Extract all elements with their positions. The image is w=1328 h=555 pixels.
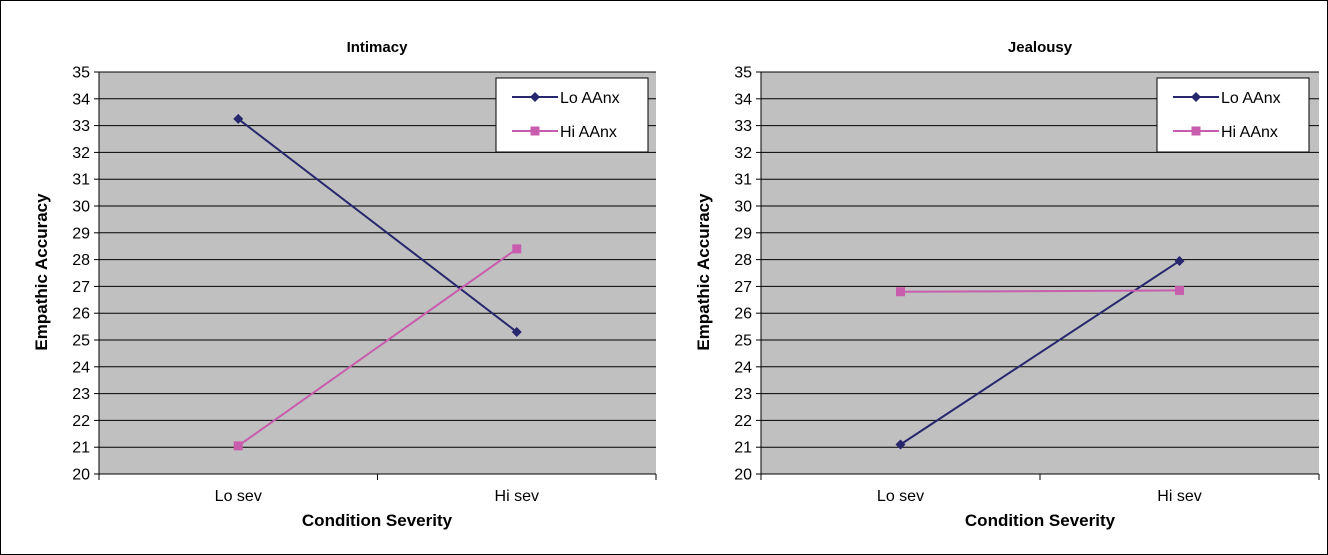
y-tick-label: 32: [734, 145, 752, 162]
data-point-hi-aanx: [512, 244, 522, 254]
data-point-hi-aanx: [233, 441, 243, 451]
y-tick-label: 20: [72, 467, 90, 484]
y-axis-title: Empathic Accuracy: [694, 193, 713, 351]
y-tick-label: 27: [734, 279, 752, 296]
chart-intimacy: Intimacy Empathic Accuracy Condition Sev…: [32, 39, 657, 530]
y-tick-label: 34: [734, 91, 752, 108]
legend-swatch-marker: [530, 126, 540, 136]
legend-swatch-marker: [1191, 92, 1201, 102]
data-point-lo-aanx: [511, 326, 522, 337]
data-point-lo-aanx: [895, 439, 906, 450]
y-tick-label: 25: [72, 333, 90, 350]
y-tick-label: 23: [734, 386, 752, 403]
y-tick-label: 21: [734, 440, 752, 457]
legend-swatch-marker: [530, 92, 540, 102]
chart-title: Jealousy: [1008, 39, 1073, 56]
legend-label: Lo AAnx: [560, 90, 620, 107]
data-point-lo-aanx: [233, 113, 244, 124]
series-line-lo-aanx: [237, 118, 518, 333]
y-tick-label: 31: [734, 172, 752, 189]
y-tick-label: 24: [734, 359, 752, 376]
y-tick-label: 26: [734, 306, 752, 323]
data-point-hi-aanx: [1175, 285, 1184, 295]
y-tick-label: 25: [734, 333, 752, 350]
y-tick-label: 35: [734, 65, 752, 82]
chart-jealousy: Jealousy Empathic Accuracy Condition Sev…: [694, 39, 1320, 530]
y-tick-label: 21: [72, 440, 90, 457]
y-tick-label: 32: [72, 145, 90, 162]
y-tick-label: 30: [734, 199, 752, 216]
y-tick-label: 29: [734, 225, 752, 242]
legend-label: Hi AAnx: [560, 124, 617, 141]
y-tick-label: 30: [72, 199, 90, 216]
x-tick-label: Hi sev: [495, 488, 539, 505]
data-point-lo-aanx: [1174, 255, 1185, 266]
y-tick-label: 28: [72, 252, 90, 269]
legend-box: [495, 77, 649, 153]
y-tick-label: 34: [72, 91, 90, 108]
y-tick-label: 33: [72, 118, 90, 135]
data-point-hi-aanx: [896, 287, 905, 297]
x-tick-label: Lo sev: [877, 488, 924, 505]
y-tick-label: 29: [72, 225, 90, 242]
y-tick-label: 27: [72, 279, 90, 296]
series-line-hi-aanx: [237, 248, 518, 447]
x-axis-title: Condition Severity: [302, 511, 453, 530]
y-tick-label: 20: [734, 467, 752, 484]
y-tick-label: 28: [734, 252, 752, 269]
y-tick-label: 26: [72, 306, 90, 323]
legend-box: [1156, 77, 1310, 153]
x-axis-title: Condition Severity: [965, 511, 1116, 530]
y-tick-label: 23: [72, 386, 90, 403]
y-tick-label: 24: [72, 359, 90, 376]
chart-title: Intimacy: [347, 39, 409, 56]
x-tick-label: Lo sev: [215, 488, 262, 505]
y-axis-title: Empathic Accuracy: [32, 193, 51, 351]
x-tick-label: Hi sev: [1157, 488, 1201, 505]
y-tick-label: 22: [734, 413, 752, 430]
series-line-hi-aanx: [900, 289, 1180, 293]
y-tick-label: 22: [72, 413, 90, 430]
y-tick-label: 35: [72, 65, 90, 82]
y-tick-label: 33: [734, 118, 752, 135]
legend-swatch-marker: [1191, 126, 1201, 136]
legend-label: Hi AAnx: [1221, 124, 1278, 141]
legend-label: Lo AAnx: [1221, 90, 1281, 107]
y-tick-label: 31: [72, 172, 90, 189]
